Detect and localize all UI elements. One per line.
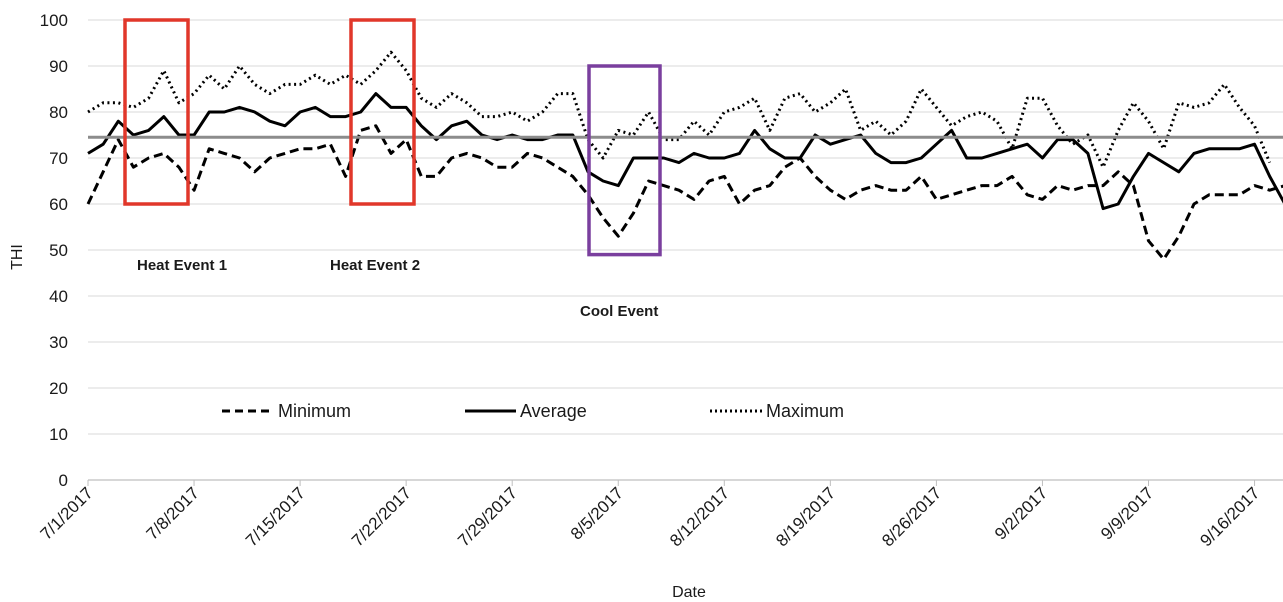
x-tick-label: 9/16/2017 (1196, 483, 1263, 550)
x-axis-title: Date (672, 584, 706, 601)
series-line-minimum (86, 124, 1283, 261)
y-tick-label: 100 (40, 11, 68, 30)
cool-event-box (587, 64, 662, 257)
series-lines (86, 50, 1283, 261)
x-axis-ticks: 7/1/2017 7/8/2017 7/15/2017 7/22/2017 7/29/2… (37, 480, 1263, 550)
annotation-cool-event: Cool Event (580, 303, 658, 320)
event-boxes (123, 18, 662, 257)
annotation-heat-event-1: Heat Event 1 (137, 257, 227, 274)
y-tick-label: 60 (49, 195, 68, 214)
x-tick-label: 8/5/2017 (567, 483, 627, 543)
y-tick-label: 70 (49, 149, 68, 168)
x-tick-label: 7/15/2017 (242, 483, 309, 550)
x-tick-label: 7/1/2017 (37, 483, 97, 543)
series-line-maximum (87, 50, 1272, 169)
heat-event-2-box (349, 18, 416, 206)
annotation-heat-event-2: Heat Event 2 (330, 257, 420, 274)
y-tick-label: 20 (49, 379, 68, 398)
legend-label-minimum: Minimum (278, 401, 351, 421)
y-tick-label: 40 (49, 287, 68, 306)
x-tick-label: 7/22/2017 (348, 483, 415, 550)
y-axis-title: THI (9, 244, 26, 270)
legend-label-average: Average (520, 401, 587, 421)
x-tick-label: 9/2/2017 (991, 483, 1051, 543)
y-tick-label: 0 (59, 471, 68, 490)
legend: Minimum Average Maximum (222, 401, 844, 421)
gridlines (88, 19, 1283, 435)
legend-label-maximum: Maximum (766, 401, 844, 421)
y-tick-label: 90 (49, 57, 68, 76)
x-tick-label: 8/19/2017 (772, 483, 839, 550)
series-line-average (87, 92, 1283, 211)
x-tick-label: 7/29/2017 (454, 483, 521, 550)
y-axis-ticks: 0 10 20 30 40 50 60 70 80 90 100 (40, 11, 68, 490)
x-tick-label: 8/26/2017 (878, 483, 945, 550)
y-tick-label: 10 (49, 425, 68, 444)
heat-event-1-box (123, 18, 190, 206)
y-tick-label: 50 (49, 241, 68, 260)
x-tick-label: 9/9/2017 (1097, 483, 1157, 543)
x-tick-label: 7/8/2017 (143, 483, 203, 543)
x-tick-label: 8/12/2017 (666, 483, 733, 550)
y-tick-label: 30 (49, 333, 68, 352)
y-tick-label: 80 (49, 103, 68, 122)
